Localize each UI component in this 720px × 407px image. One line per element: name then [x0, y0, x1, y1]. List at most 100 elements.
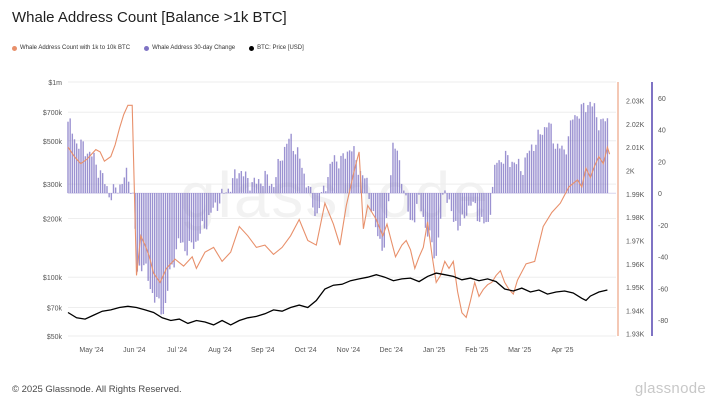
change-bar[interactable]	[541, 134, 544, 194]
change-bar[interactable]	[292, 150, 295, 194]
change-bar[interactable]	[374, 193, 377, 228]
change-bar[interactable]	[455, 193, 457, 221]
change-bar[interactable]	[240, 171, 243, 194]
change-bar[interactable]	[214, 193, 217, 203]
change-bar[interactable]	[411, 193, 414, 221]
change-bar[interactable]	[169, 193, 171, 270]
change-bar[interactable]	[329, 163, 331, 194]
change-bar[interactable]	[314, 193, 316, 217]
change-bar[interactable]	[565, 154, 567, 194]
change-bar[interactable]	[409, 193, 411, 220]
change-bar[interactable]	[582, 102, 585, 194]
change-bar[interactable]	[530, 144, 533, 194]
change-bar[interactable]	[78, 148, 80, 194]
change-bar[interactable]	[517, 158, 520, 194]
change-bar[interactable]	[387, 193, 390, 202]
change-bar[interactable]	[136, 193, 139, 272]
change-bar[interactable]	[602, 118, 604, 194]
change-bar[interactable]	[177, 193, 180, 239]
change-bar[interactable]	[470, 193, 472, 206]
change-bar[interactable]	[88, 151, 91, 194]
change-bar[interactable]	[123, 177, 126, 194]
change-bar[interactable]	[270, 183, 273, 194]
change-bar[interactable]	[97, 177, 100, 194]
change-bar[interactable]	[296, 147, 299, 194]
change-bar[interactable]	[212, 193, 214, 208]
change-bar[interactable]	[162, 193, 165, 315]
change-bar[interactable]	[140, 193, 143, 272]
change-bar[interactable]	[422, 193, 424, 217]
change-bar[interactable]	[368, 193, 370, 199]
change-bar[interactable]	[125, 167, 128, 194]
change-bar[interactable]	[331, 161, 334, 194]
change-bar[interactable]	[442, 193, 444, 195]
change-bar[interactable]	[277, 158, 279, 194]
change-bar[interactable]	[151, 193, 154, 294]
change-bar[interactable]	[114, 187, 117, 194]
change-bar[interactable]	[426, 193, 429, 237]
change-bar[interactable]	[184, 193, 186, 252]
change-bar[interactable]	[257, 179, 260, 194]
change-bar[interactable]	[145, 193, 147, 264]
change-bar[interactable]	[344, 158, 347, 194]
change-bar[interactable]	[533, 150, 535, 194]
change-bar[interactable]	[559, 148, 561, 194]
change-bar[interactable]	[520, 171, 522, 194]
change-bar[interactable]	[283, 146, 286, 194]
change-bar[interactable]	[190, 193, 193, 243]
change-bar[interactable]	[491, 186, 494, 194]
change-bar[interactable]	[437, 193, 440, 238]
change-bar[interactable]	[227, 188, 230, 194]
change-bar[interactable]	[420, 193, 422, 212]
change-bar[interactable]	[589, 101, 591, 194]
change-bar[interactable]	[483, 193, 485, 224]
change-bar[interactable]	[407, 193, 409, 212]
change-bar[interactable]	[346, 151, 349, 194]
change-bar[interactable]	[312, 193, 314, 208]
change-bar[interactable]	[192, 193, 195, 249]
change-bar[interactable]	[231, 178, 234, 194]
change-bar[interactable]	[450, 193, 453, 212]
change-bar[interactable]	[86, 153, 89, 194]
change-bar[interactable]	[303, 173, 305, 194]
change-bar[interactable]	[82, 141, 84, 194]
change-bar[interactable]	[340, 155, 342, 194]
change-bar[interactable]	[468, 193, 470, 206]
change-bar[interactable]	[218, 193, 221, 204]
change-bar[interactable]	[452, 193, 455, 222]
change-bar[interactable]	[84, 156, 87, 194]
change-bar[interactable]	[95, 164, 97, 194]
change-bar[interactable]	[580, 104, 583, 194]
change-bar[interactable]	[281, 160, 284, 194]
change-bar[interactable]	[208, 193, 210, 216]
change-bar[interactable]	[149, 193, 152, 290]
change-bar[interactable]	[474, 193, 476, 204]
change-bar[interactable]	[325, 191, 327, 194]
change-bar[interactable]	[309, 186, 312, 194]
change-bar[interactable]	[509, 167, 511, 194]
change-bar[interactable]	[392, 142, 394, 194]
change-bar[interactable]	[130, 193, 132, 194]
whale-count-line[interactable]	[67, 104, 611, 319]
change-bar[interactable]	[463, 193, 466, 219]
change-bar[interactable]	[286, 143, 288, 194]
change-bar[interactable]	[244, 171, 247, 194]
change-bar[interactable]	[67, 121, 69, 194]
change-bar[interactable]	[431, 193, 433, 243]
change-bar[interactable]	[264, 170, 266, 194]
change-bar[interactable]	[361, 175, 364, 194]
change-bar[interactable]	[563, 149, 565, 194]
change-bar[interactable]	[342, 153, 344, 194]
change-bar[interactable]	[585, 112, 587, 194]
change-bar[interactable]	[160, 193, 162, 315]
change-bar[interactable]	[247, 178, 249, 194]
change-bar[interactable]	[567, 136, 570, 194]
change-bar[interactable]	[99, 170, 102, 194]
change-bar[interactable]	[522, 174, 524, 194]
change-bar[interactable]	[383, 193, 385, 248]
change-bar[interactable]	[366, 177, 368, 194]
change-bar[interactable]	[489, 193, 492, 215]
change-bar[interactable]	[101, 173, 104, 194]
change-bar[interactable]	[398, 160, 401, 194]
change-bar[interactable]	[535, 144, 537, 194]
